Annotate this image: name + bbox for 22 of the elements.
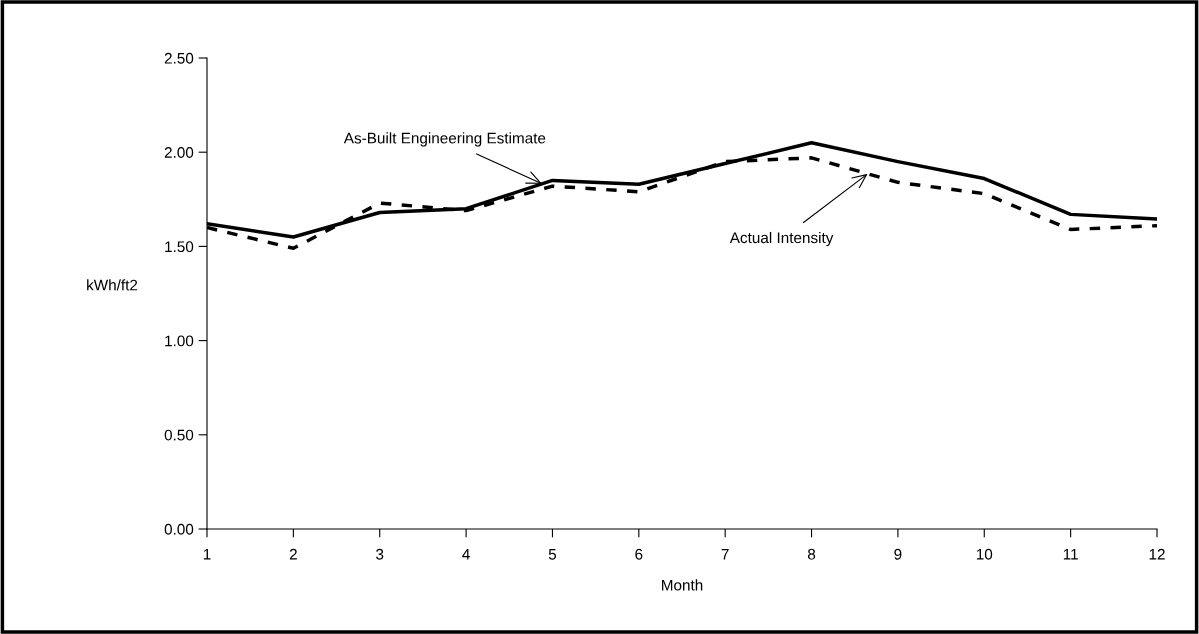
y-tick-label: 2.00 (164, 147, 194, 158)
x-tick-label: 1 (203, 549, 211, 560)
x-tick-label: 12 (1149, 548, 1165, 560)
x-tick-label: 7 (721, 549, 729, 560)
x-tick-label: 2 (289, 548, 297, 560)
y-tick-label: 1.00 (165, 335, 194, 347)
annotation: As-Built Engineering Estimate (343, 132, 546, 147)
x-tick-label: 5 (548, 549, 557, 560)
x-tick-label: 8 (807, 548, 816, 560)
y-tick-label: 0.00 (164, 523, 194, 535)
x-tick-label: 11 (1063, 549, 1078, 560)
x-tick-label: 3 (376, 548, 384, 560)
y-tick-label: 1.50 (165, 241, 194, 253)
x-tick-label: 10 (976, 548, 993, 560)
x-tick-label: 9 (894, 548, 902, 560)
y-axis-title: kWh/ft2 (87, 279, 138, 291)
annotation: Actual Intensity (729, 231, 834, 247)
x-tick-label: 6 (635, 548, 643, 560)
x-axis-title: Month (662, 579, 703, 591)
y-tick-label: 2.50 (164, 52, 194, 64)
x-tick-label: 4 (462, 549, 470, 560)
y-tick-label: 0.50 (164, 429, 194, 441)
